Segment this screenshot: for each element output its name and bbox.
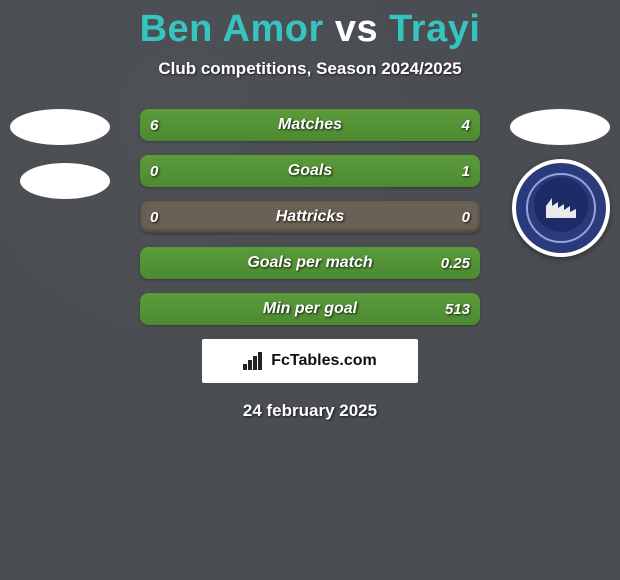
brand-chart-icon xyxy=(243,352,265,370)
stat-row: 6Matches4 xyxy=(140,109,480,141)
stat-label: Goals per match xyxy=(140,247,480,279)
stat-label: Hattricks xyxy=(140,201,480,233)
subtitle: Club competitions, Season 2024/2025 xyxy=(0,59,620,79)
stat-label: Goals xyxy=(140,155,480,187)
stat-right-value: 1 xyxy=(462,155,470,187)
player-b-name: Trayi xyxy=(389,8,480,50)
stat-row: Min per goal513 xyxy=(140,293,480,325)
vs-text: vs xyxy=(335,8,378,50)
team-b-crest xyxy=(512,159,610,257)
stat-row: 0Hattricks0 xyxy=(140,201,480,233)
stat-right-value: 0.25 xyxy=(441,247,470,279)
placeholder-ellipse xyxy=(510,109,610,145)
stat-row: Goals per match0.25 xyxy=(140,247,480,279)
stat-label: Min per goal xyxy=(140,293,480,325)
placeholder-ellipse xyxy=(20,163,110,199)
date-text: 24 february 2025 xyxy=(0,401,620,421)
stat-right-value: 0 xyxy=(462,201,470,233)
stat-right-value: 513 xyxy=(445,293,470,325)
comparison-area: 6Matches40Goals10Hattricks0Goals per mat… xyxy=(0,109,620,325)
stat-row: 0Goals1 xyxy=(140,155,480,187)
player-a-name: Ben Amor xyxy=(140,8,324,50)
brand-text: FcTables.com xyxy=(271,352,377,370)
stat-bars: 6Matches40Goals10Hattricks0Goals per mat… xyxy=(140,109,480,325)
brand-box: FcTables.com xyxy=(202,339,418,383)
team-a-logo xyxy=(10,109,110,199)
team-b-logo xyxy=(510,109,610,199)
stat-label: Matches xyxy=(140,109,480,141)
stat-right-value: 4 xyxy=(462,109,470,141)
placeholder-ellipse xyxy=(10,109,110,145)
page-title: Ben Amor vs Trayi xyxy=(0,0,620,51)
crest-inner-icon xyxy=(526,173,596,243)
